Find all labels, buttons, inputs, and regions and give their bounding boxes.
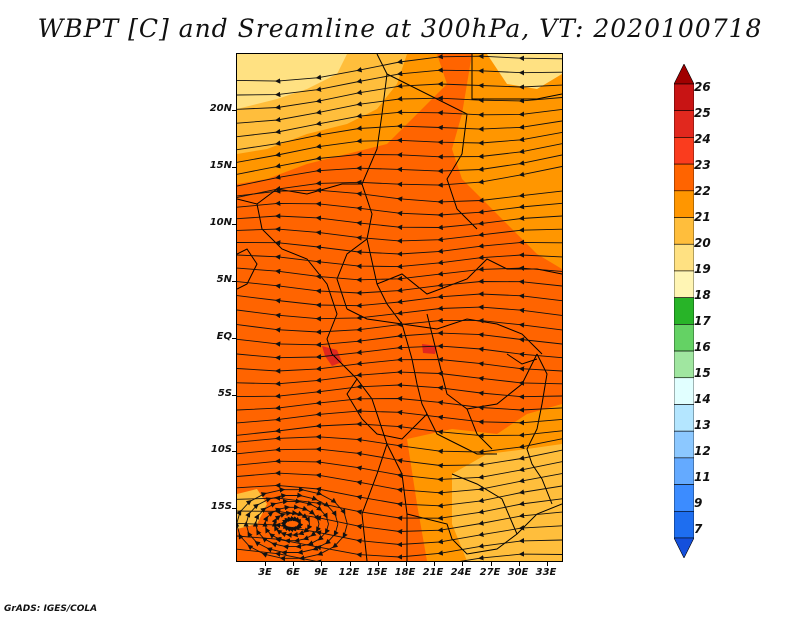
colorbar-swatch <box>674 217 694 245</box>
colorbar-swatch <box>674 457 694 485</box>
colorbar-label: 15 <box>694 366 711 380</box>
lon-tick-mark <box>434 562 436 566</box>
lon-tick-mark <box>349 562 351 566</box>
lat-tick-label: 10N <box>209 217 232 228</box>
colorbar-swatch <box>674 350 694 379</box>
lon-tick-label: 33E <box>535 567 557 578</box>
lon-tick-mark <box>547 562 548 566</box>
colorbar-swatch <box>674 110 694 138</box>
lat-tick-label: 15N <box>209 160 232 171</box>
streamline <box>237 304 562 322</box>
lat-tick-mark <box>232 395 236 396</box>
lat-tick-mark <box>232 281 236 282</box>
colorbar-label: 25 <box>694 106 711 120</box>
streamline <box>237 486 348 561</box>
lon-tick-label: 9E <box>314 567 328 578</box>
colorbar-label: 17 <box>694 314 711 328</box>
colorbar-label: 11 <box>694 470 711 484</box>
colorbar-label: 22 <box>694 184 711 198</box>
colorbar-label: 18 <box>694 288 711 302</box>
colorbar-swatch <box>674 377 694 405</box>
streamline <box>237 187 562 205</box>
lat-tick-mark <box>232 110 236 111</box>
lat-tick-label: EQ <box>216 331 232 342</box>
lon-tick-label: 6E <box>286 567 300 578</box>
lon-tick-label: 18E <box>394 567 416 578</box>
lon-tick-label: 27E <box>479 567 501 578</box>
chart-title: WBPT [C] and Sreamline at 300hPa, VT: 20… <box>37 14 763 43</box>
map-panel <box>236 53 563 562</box>
colorbar-swatch <box>674 510 694 539</box>
lat-tick-label: 5S <box>217 388 232 399</box>
lon-tick-label: 15E <box>366 567 388 578</box>
lon-tick-mark <box>462 562 464 566</box>
colorbar-label: 13 <box>694 418 711 432</box>
lat-tick-label: 20N <box>209 103 232 114</box>
lat-tick-mark <box>232 508 236 509</box>
colorbar-swatch <box>674 137 694 165</box>
lon-tick-label: 3E <box>258 567 272 578</box>
colorbar-swatch <box>674 537 694 558</box>
credit-text: GrADS: IGES/COLA <box>4 604 98 614</box>
colorbar-label: 24 <box>694 132 711 146</box>
lon-tick-label: 30E <box>507 567 529 578</box>
colorbar-swatch <box>674 324 694 352</box>
colorbar-label: 21 <box>694 210 711 224</box>
colorbar-swatch <box>674 83 694 112</box>
lon-tick-mark <box>321 562 323 566</box>
colorbar-label: 23 <box>694 158 711 172</box>
colorbar-swatch <box>674 190 694 218</box>
colorbar-label: 12 <box>694 444 711 458</box>
lon-tick-mark <box>377 562 379 566</box>
lon-tick-label: 21E <box>422 567 444 578</box>
colorbar-swatch <box>674 297 694 325</box>
lat-tick-label: 5N <box>216 274 232 285</box>
lat-tick-mark <box>232 338 236 339</box>
lat-tick-label: 15S <box>210 501 232 512</box>
lon-tick-mark <box>293 562 295 566</box>
colorbar-swatch <box>674 430 694 459</box>
lon-tick-label: 12E <box>338 567 360 578</box>
lat-tick-label: 10S <box>210 444 232 455</box>
streamline <box>237 278 562 296</box>
colorbar-swatch <box>674 243 694 272</box>
colorbar-label: 7 <box>694 522 703 536</box>
colorbar-swatch <box>674 484 694 512</box>
streamlines <box>237 54 562 561</box>
streamline <box>237 382 562 400</box>
lon-tick-label: 24E <box>450 567 472 578</box>
map-canvas <box>237 54 562 561</box>
colorbar-swatch <box>674 404 694 432</box>
streamline <box>237 291 562 309</box>
lon-tick-mark <box>265 562 266 566</box>
colorbar-label: 14 <box>694 392 711 406</box>
colorbar-swatch <box>674 163 694 192</box>
colorbar-swatch <box>674 64 694 85</box>
colorbar-label: 20 <box>694 236 711 250</box>
colorbar <box>674 64 694 558</box>
lon-tick-mark <box>406 562 407 566</box>
lon-tick-mark <box>490 562 492 566</box>
lon-tick-mark <box>518 562 520 566</box>
colorbar-label: 26 <box>694 80 711 94</box>
colorbar-label: 19 <box>694 262 711 276</box>
colorbar-swatch <box>674 270 694 298</box>
lat-tick-mark <box>232 167 236 168</box>
streamline <box>237 200 562 218</box>
streamline <box>237 166 562 198</box>
colorbar-label: 9 <box>694 496 703 510</box>
lat-tick-mark <box>232 224 236 225</box>
colorbar-label: 16 <box>694 340 711 354</box>
lat-tick-mark <box>232 451 236 452</box>
